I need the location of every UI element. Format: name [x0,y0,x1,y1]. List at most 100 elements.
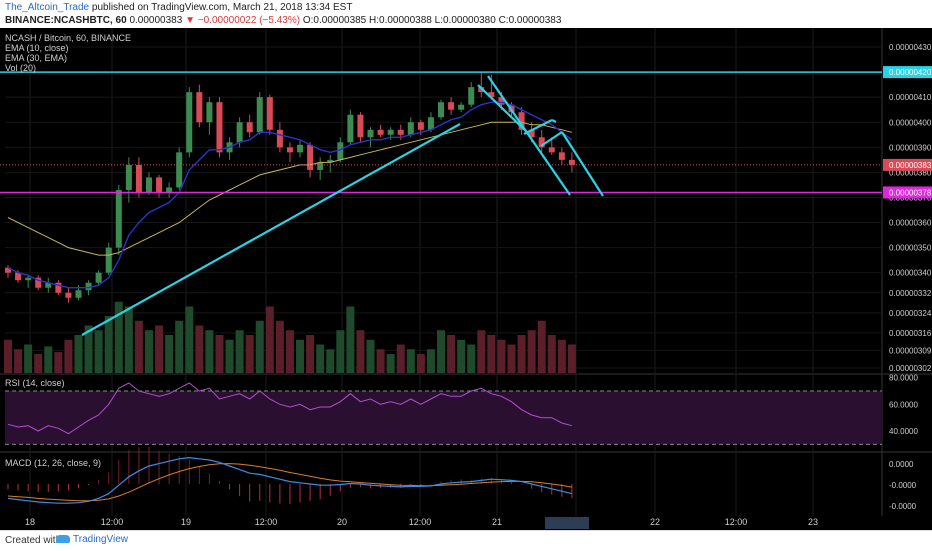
macd-histogram-bar [249,484,251,502]
price-label-text: 0.00000383 [889,161,932,170]
candle-body [186,92,193,153]
volume-bar [185,306,194,373]
candle-body [548,147,555,153]
author-link[interactable]: The_Altcoin_Trade [5,2,90,13]
ohlc-values: O:0.00000385 H:0.00000388 L:0.00000380 C… [302,15,562,26]
candlestick-series [5,72,575,303]
price-tick-label: 0.00000316 [889,329,932,338]
candle-body [458,104,465,110]
price-label-text: 0.00000420 [889,68,932,77]
ema-lines [7,101,573,289]
published-text: published on TradingView.com, March 21, … [91,2,353,13]
candle-body [125,164,132,190]
macd-histogram-bar [37,484,39,492]
candle-body [286,147,293,153]
volume-bar [84,325,93,373]
volume-bar [326,349,335,373]
volume-bar [245,335,254,373]
candle-body [327,159,334,163]
macd-histogram-bar [299,484,301,503]
macd-histogram-bar [279,484,281,504]
candle-body [196,92,203,123]
candle-body [246,122,253,133]
chart-background [0,28,932,530]
rsi-pane: 80.0000 60.0000 40.0000 [5,374,918,445]
candle-body [95,272,102,283]
chart-canvas[interactable]: 80.0000 60.0000 40.0000 0.0000 -0.0000 -0.00… [0,28,932,530]
macd-histogram-bar [561,484,563,497]
volume-bar [477,330,486,373]
volume-bars [4,301,576,373]
channel-upper-line [487,75,571,196]
publish-info: The_Altcoin_Trade published on TradingVi… [5,2,352,13]
candle-body [488,92,495,98]
candle-body [176,152,183,188]
legend-ema10: EMA (10, close) [5,43,69,53]
time-tick-label: 21 [492,517,502,527]
volume-bar [144,330,153,373]
volume-bar [34,354,43,373]
macd-histogram-bar [218,480,220,484]
volume-bar [275,320,284,373]
flag-drop-line [561,131,604,197]
volume-bar [285,330,294,373]
time-tick-label: 12:00 [725,517,748,527]
candle-body [317,162,324,170]
candle-body [216,102,223,153]
volume-bar [175,320,184,373]
price-label-box [883,158,932,171]
volume-bar [497,339,506,373]
flag-top-line [540,131,563,147]
tradingview-brand[interactable]: TradingView [56,534,128,545]
candle-body [105,247,112,273]
candle-body [468,87,475,105]
candle-body [387,129,394,135]
price-tick-label: 0.00000360 [889,219,932,228]
candle-body [5,267,11,273]
tradingview-brand-label: TradingView [73,534,129,545]
volume-bar [517,335,526,373]
time-tick-label: 12:00 [101,517,124,527]
volume-bar [567,344,576,373]
macd-histogram-bar [178,456,180,484]
macd-histogram-bar [309,484,311,501]
volume-bar [386,354,395,373]
macd-histogram-bar [511,481,512,484]
macd-histogram-bar [7,484,9,490]
candle-body [256,97,263,133]
candle-body [347,114,354,143]
volume-bar [467,344,476,373]
candle-body [568,159,575,165]
channel-connector [551,119,557,123]
macd-histogram-bar [27,484,29,492]
macd-histogram-bar [329,484,331,496]
macd-histogram-bar [440,481,442,484]
candle-body [55,282,62,293]
time-tick-label: 23 [808,517,818,527]
volume-bar [406,349,415,373]
candle-body [297,144,304,153]
price-tick-label: 0.00000332 [889,289,932,298]
candle-body [25,277,32,281]
created-with-text: Created with [5,535,62,546]
macd-histogram-bar [229,484,231,490]
macd-histogram-bar [67,484,69,491]
volume-bar [547,335,556,373]
volume-bar [74,335,83,373]
macd-histogram-bar [430,484,432,485]
ascending-trendline [81,123,461,336]
candle-body [307,144,314,170]
channel-lower-line [477,84,529,134]
price-label-box [883,66,932,79]
price-tick-label: 0.00000309 [889,346,932,355]
macd-histogram-bar [118,460,120,484]
volume-bar [396,344,405,373]
price-label-box [883,186,932,199]
volume-bar [155,325,164,373]
candle-body [166,187,173,193]
candle-body [438,102,445,118]
symbol-label: BINANCE:NCASHBTC, 60 [5,15,127,26]
legend-ema30: EMA (30, EMA) [5,53,68,63]
volume-bar [24,344,33,373]
macd-tick-label: 0.0000 [889,460,914,469]
